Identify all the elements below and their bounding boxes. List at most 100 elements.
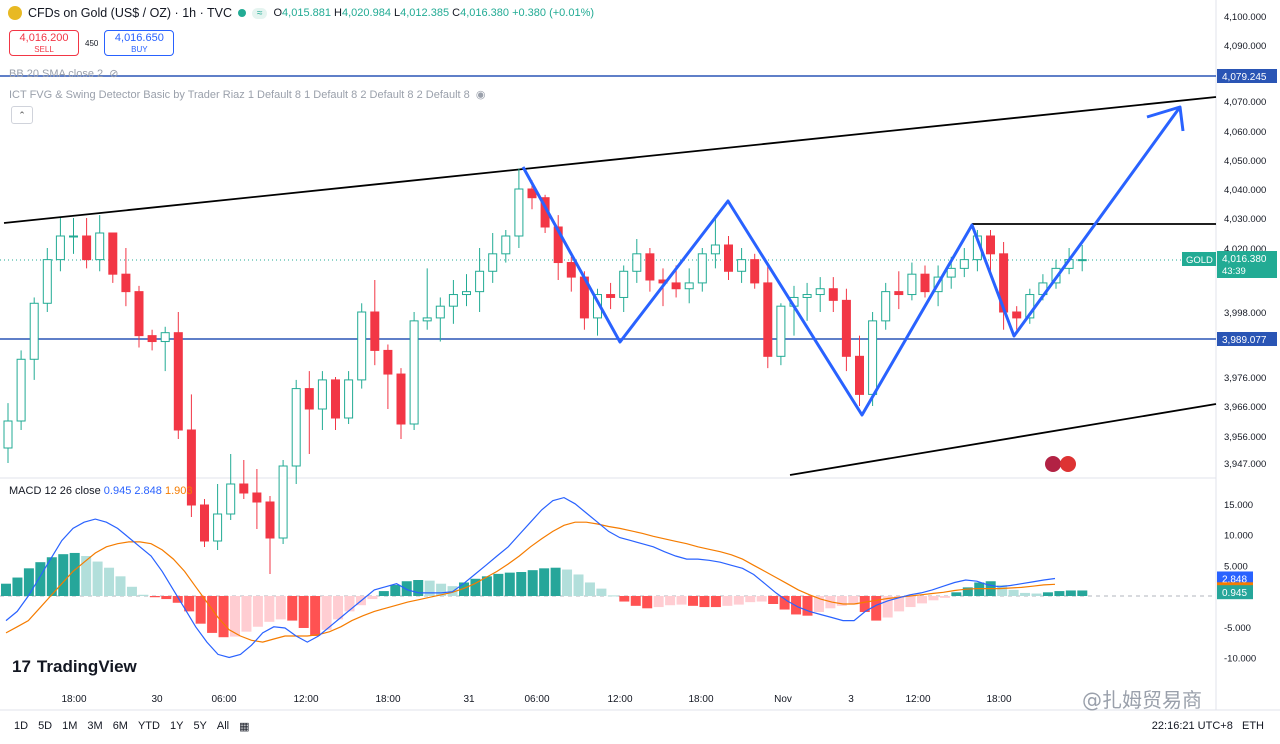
- candle: [16, 350, 26, 430]
- clock-readout[interactable]: 22:16:21 UTC+8 ETH: [1152, 720, 1264, 732]
- time-tick-label: 12:00: [905, 694, 930, 705]
- data-toggle-icon[interactable]: ≈: [251, 7, 268, 19]
- macd-histogram-bar: [126, 586, 137, 596]
- macd-histogram-bar: [676, 596, 687, 605]
- candle: [1077, 245, 1087, 272]
- candle: [632, 239, 642, 283]
- candle: [750, 253, 760, 289]
- macd-histogram-bar: [1020, 592, 1031, 596]
- candle: [42, 248, 52, 312]
- candle-body: [422, 317, 432, 322]
- tf-5d[interactable]: 5D: [38, 720, 53, 732]
- macd-tick-label: -10.000: [1224, 654, 1256, 665]
- candle-body: [475, 270, 485, 293]
- candle-body: [29, 302, 39, 360]
- level-top-label: 4,079.245: [1222, 72, 1267, 83]
- eye-hidden-icon[interactable]: ⊘: [106, 68, 119, 80]
- candle: [186, 394, 196, 517]
- candle: [763, 265, 773, 369]
- event-icon[interactable]: [1045, 456, 1061, 472]
- macd-histogram-bar: [287, 596, 298, 621]
- macd-histogram-bar: [81, 556, 92, 596]
- price-tick-label: 4,020.000: [1224, 244, 1266, 255]
- candle: [265, 496, 275, 574]
- candle: [69, 218, 78, 254]
- tradingview-logo[interactable]: 17 TradingView: [12, 657, 137, 677]
- macd-histogram-bar: [722, 596, 733, 606]
- tf-1m[interactable]: 1M: [62, 720, 78, 732]
- candle-body: [566, 262, 576, 278]
- tf-5y[interactable]: 5Y: [193, 720, 207, 732]
- macd-tick-label: -5.000: [1224, 623, 1251, 634]
- candle-body: [42, 259, 52, 304]
- macd-histogram-bar: [573, 574, 584, 596]
- candle-body: [239, 483, 249, 494]
- macd-header[interactable]: MACD 12 26 close 0.945 2.848 1.903: [9, 485, 193, 497]
- candle: [121, 248, 131, 307]
- tf-6m[interactable]: 6M: [112, 720, 128, 732]
- candle-body: [370, 311, 380, 351]
- candle-body: [252, 492, 262, 503]
- candle: [841, 288, 851, 372]
- candle-body: [396, 373, 406, 425]
- indicator-ict[interactable]: ICT FVG & Swing Detector Basic by Trader…: [9, 88, 486, 101]
- macd-histogram-bar: [115, 576, 126, 596]
- candle: [606, 282, 616, 310]
- macd-histogram-bar: [1031, 593, 1042, 596]
- candle-body: [435, 305, 445, 319]
- tf-ytd[interactable]: YTD: [137, 720, 160, 732]
- macd-histogram-bar: [493, 573, 504, 596]
- time-tick-label: Nov: [774, 694, 792, 705]
- candle: [815, 277, 825, 312]
- candle: [370, 280, 380, 366]
- candle: [291, 379, 301, 484]
- candle-body: [160, 332, 170, 343]
- macd-histogram-bar: [745, 596, 756, 603]
- calendar-range-icon[interactable]: ▦: [239, 721, 250, 733]
- macd-histogram-bar: [1042, 592, 1053, 596]
- macd-histogram-bar: [905, 596, 916, 608]
- level-mid-label: 3,989.077: [1222, 335, 1267, 346]
- candle: [488, 233, 498, 283]
- candle: [475, 248, 485, 312]
- macd-histogram-bar: [207, 596, 218, 633]
- candle: [724, 236, 733, 280]
- us-flag-icon[interactable]: [1060, 456, 1076, 472]
- eye-icon[interactable]: ◉: [472, 89, 486, 101]
- macd-histogram-bar: [562, 569, 573, 596]
- time-tick-label: 18:00: [61, 694, 86, 705]
- tf-1y[interactable]: 1Y: [169, 720, 184, 732]
- tf-all[interactable]: All: [216, 720, 230, 732]
- candle: [396, 368, 406, 439]
- buy-button[interactable]: 4,016.650 BUY: [104, 30, 175, 56]
- level-mid-tag: [1217, 332, 1277, 346]
- candle: [160, 326, 170, 372]
- candle-body: [553, 226, 563, 264]
- collapse-indicators-button[interactable]: ⌃: [11, 106, 33, 124]
- candle: [226, 454, 236, 520]
- macd-histogram-bar: [859, 596, 870, 612]
- candle-body: [265, 501, 275, 539]
- high-value: 4,020.984: [342, 7, 391, 19]
- macd-histogram-bar: [310, 596, 321, 636]
- tf-3m[interactable]: 3M: [87, 720, 103, 732]
- macd-histogram-bar: [333, 596, 344, 620]
- macd-histogram-bar: [550, 567, 561, 596]
- ohlc-readout: O4,015.881 H4,020.984 L4,012.385 C4,016.…: [273, 7, 595, 19]
- symbol-title[interactable]: CFDs on Gold (US$ / OZ) · 1h · TVC: [28, 6, 232, 20]
- candle: [239, 460, 249, 499]
- time-tick-label: 18:00: [375, 694, 400, 705]
- spread-value: 450: [85, 38, 99, 48]
- indicator-ict-label: ICT FVG & Swing Detector Basic by Trader…: [9, 89, 470, 101]
- candle-body: [802, 294, 812, 298]
- candle-body: [16, 358, 26, 422]
- sell-button[interactable]: 4,016.200 SELL: [9, 30, 79, 56]
- price-tick-label: 3,956.000: [1224, 432, 1266, 443]
- macd-tick-label: 10.000: [1224, 531, 1253, 542]
- candle-body: [344, 379, 354, 419]
- tf-1d[interactable]: 1D: [14, 720, 29, 732]
- session-label[interactable]: ETH: [1242, 720, 1264, 732]
- macd-histogram-bar: [848, 596, 859, 605]
- indicator-bb[interactable]: BB 20 SMA close 2 ⊘: [9, 67, 119, 80]
- macd-label: MACD 12 26 close: [9, 485, 101, 497]
